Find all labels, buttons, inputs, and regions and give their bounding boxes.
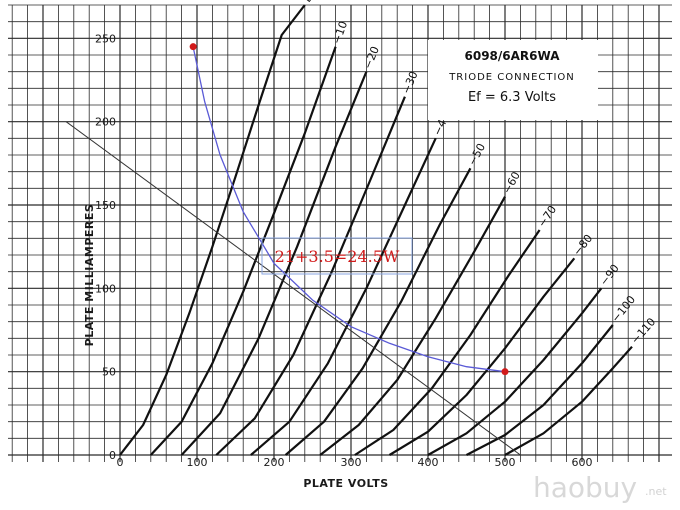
y-tick-label: 50: [102, 366, 116, 379]
chart-condition: Ef = 6.3 Volts: [468, 90, 556, 105]
chart-subtitle: TRIODE CONNECTION: [448, 72, 575, 83]
y-tick-label: 250: [95, 32, 116, 45]
bias-curve: [215, 96, 406, 456]
bias-curve: [180, 71, 368, 456]
annotation-box: [261, 237, 413, 275]
x-tick-label: 400: [418, 456, 439, 469]
bias-curve: [354, 229, 541, 456]
load-line: [65, 121, 521, 456]
y-tick-label: 0: [109, 449, 116, 462]
info-box: [428, 40, 598, 120]
x-tick-label: 100: [187, 456, 208, 469]
bias-curve: [427, 287, 603, 456]
bias-curve: [504, 345, 633, 456]
axis-ticks: 0 100 200 300 400 500 600 0 50 100 150 200 250: [95, 32, 593, 469]
y-tick-label: 100: [95, 282, 116, 295]
power-annotation: 21+3.5=24.5W: [275, 247, 400, 266]
bias-curve: [250, 137, 437, 456]
bias-curve: [284, 167, 472, 456]
bias-curve: [465, 324, 614, 456]
chart-title: 6098/6AR6WA: [465, 49, 561, 63]
bias-curve: [119, 4, 306, 456]
watermark-suffix: .net: [645, 485, 667, 498]
bias-curve: [319, 196, 506, 456]
power-hyperbola: [192, 46, 506, 373]
x-tick-label: 0: [117, 456, 124, 469]
x-tick-label: 300: [341, 456, 362, 469]
y-tick-label: 200: [95, 116, 116, 129]
chart-overlays: [65, 43, 521, 456]
chart-grid: [8, 4, 672, 462]
y-tick-label: 150: [95, 199, 116, 212]
x-axis-title: PLATE VOLTS: [303, 477, 388, 490]
watermark-text: haobuy: [533, 471, 637, 504]
operating-point: [189, 43, 197, 51]
bias-curve: [149, 46, 337, 456]
x-tick-label: 200: [264, 456, 285, 469]
y-axis-title: PLATE MILLIAMPERES: [83, 204, 96, 347]
x-tick-label: 600: [572, 456, 593, 469]
bias-curve: [388, 257, 576, 456]
operating-point: [501, 368, 509, 376]
x-tick-label: 500: [495, 456, 516, 469]
